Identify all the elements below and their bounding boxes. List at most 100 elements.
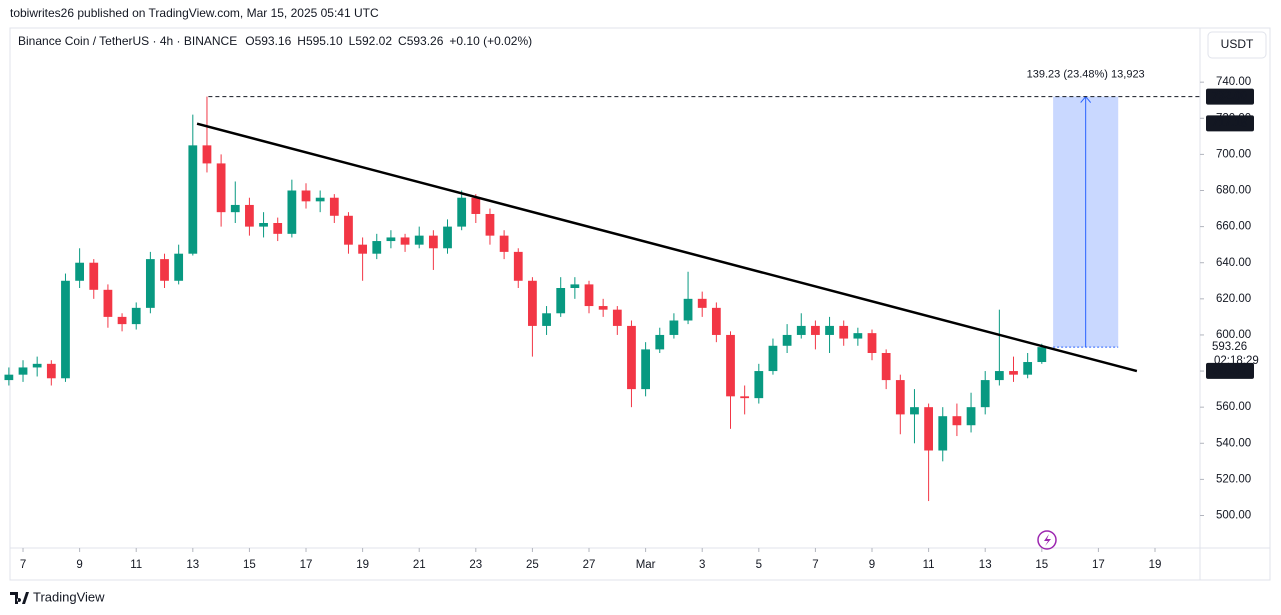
- candle-body: [825, 325, 834, 335]
- x-tick-label: 7: [812, 559, 818, 571]
- candle-body: [32, 363, 42, 368]
- candle-body: [952, 416, 962, 426]
- candle-body: [145, 259, 155, 308]
- candle-body: [315, 197, 325, 202]
- candle-body: [245, 204, 254, 227]
- legend-key: O: [245, 34, 254, 48]
- y-tick-label: 640.00: [1216, 257, 1251, 269]
- legend-value: 592.02: [355, 34, 392, 48]
- x-tick-label: 25: [526, 559, 539, 571]
- candle-body: [627, 325, 636, 390]
- currency[interactable]: USDT: [1221, 37, 1254, 51]
- candle-body: [301, 190, 311, 202]
- candle-body: [528, 280, 537, 326]
- candle-body: [1009, 371, 1018, 375]
- candle-body: [75, 262, 85, 281]
- candle-body: [1023, 362, 1033, 375]
- candle-body: [938, 416, 948, 451]
- alert-icon: [1037, 530, 1057, 550]
- x-tick-label: Mar: [636, 559, 656, 571]
- candle-body: [230, 204, 240, 213]
- candle-body: [811, 325, 820, 335]
- candle-body: [89, 262, 99, 290]
- candle-body: [259, 223, 268, 227]
- candle-body: [1037, 347, 1047, 363]
- candle-body: [994, 371, 1004, 381]
- candle-body: [287, 190, 297, 234]
- candle-body: [471, 197, 481, 214]
- legend-key: L: [349, 34, 356, 48]
- chart-frame: [9, 27, 1271, 581]
- candle-body: [499, 235, 509, 252]
- candle-body: [910, 407, 919, 415]
- candle-body: [839, 325, 849, 339]
- price-label-box: [1206, 115, 1254, 132]
- candle-body: [726, 334, 735, 397]
- candle-body: [216, 163, 226, 213]
- candle-body: [683, 298, 693, 321]
- y-tick-label: 560.00: [1216, 401, 1251, 413]
- price-label-box: [1206, 88, 1254, 105]
- x-tick-label: 17: [300, 559, 313, 571]
- candle-body: [612, 309, 622, 326]
- candle-body: [598, 306, 608, 310]
- candle-body: [18, 367, 28, 375]
- y-tick-label: 700.00: [1216, 148, 1251, 160]
- candle-body: [174, 253, 184, 281]
- candle-body: [372, 241, 382, 254]
- x-tick-label: 27: [583, 559, 596, 571]
- candle-body: [344, 215, 353, 245]
- candle-body: [4, 374, 14, 381]
- x-tick-label: 5: [756, 559, 762, 571]
- price-label: 732.00: [1212, 91, 1247, 103]
- x-tick-label: 15: [243, 559, 256, 571]
- candle-body: [329, 197, 339, 216]
- price-label: 593.26: [1212, 341, 1247, 353]
- candle-body: [740, 396, 750, 399]
- candle-body: [881, 353, 891, 381]
- candle-body: [924, 407, 933, 451]
- candle-body: [697, 298, 707, 308]
- candle-body: [160, 259, 169, 281]
- ohlc-legend: O 593.16 H 595.10 L 592.02 C 593.26 +0.10 (+0.02…: [245, 34, 532, 48]
- candle-body: [584, 284, 594, 307]
- candle-body: [358, 244, 367, 254]
- y-tick-label: 740.00: [1216, 76, 1251, 88]
- legend-key: H: [297, 34, 306, 48]
- projection-label: 139.23 (23.48%) 13,923: [1027, 69, 1145, 81]
- x-tick-label: 21: [413, 559, 426, 571]
- logo: [10, 592, 29, 604]
- candle-body: [655, 334, 665, 350]
- x-tick-label: 11: [923, 559, 935, 571]
- candle-body: [485, 213, 495, 236]
- candle-body: [966, 407, 976, 426]
- candle-body: [754, 371, 764, 399]
- candle-body: [414, 235, 424, 245]
- x-tick-label: 7: [20, 559, 26, 571]
- candle-body: [386, 237, 396, 242]
- x-tick-label: 13: [979, 559, 992, 571]
- candle-body: [61, 280, 70, 379]
- candle-body: [46, 363, 56, 379]
- legend-key: C: [398, 34, 407, 48]
- candle-body: [768, 345, 778, 372]
- candle-body: [542, 313, 551, 326]
- y-tick-label: 660.00: [1216, 221, 1251, 233]
- symbol-title: Binance Coin / TetherUS · 4h · BINANCE: [18, 34, 237, 48]
- price-label-box: [1206, 362, 1254, 379]
- x-tick-label: 13: [186, 559, 199, 571]
- x-tick-label: 19: [1149, 559, 1162, 571]
- trend-line: [196, 122, 1138, 373]
- x-tick-label: 3: [699, 559, 705, 571]
- currency-button[interactable]: [1207, 31, 1267, 59]
- x-tick-label: 9: [869, 559, 875, 571]
- candle-body: [556, 288, 566, 314]
- y-tick-label: 620.00: [1216, 293, 1251, 305]
- candle-body: [853, 333, 863, 339]
- candle-body: [867, 333, 877, 353]
- legend-value: 595.10: [306, 34, 343, 48]
- candle-body: [131, 307, 141, 325]
- x-tick-label: 11: [130, 559, 142, 571]
- candle-body: [428, 235, 438, 249]
- candle-body: [400, 237, 410, 245]
